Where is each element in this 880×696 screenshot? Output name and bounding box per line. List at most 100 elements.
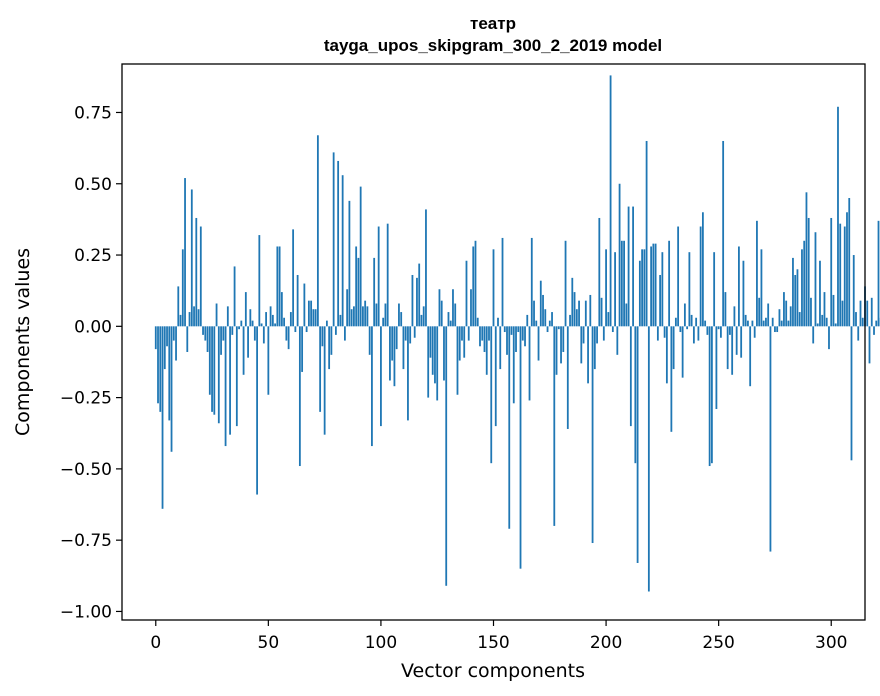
bar [620,240,623,327]
bar [566,326,569,429]
bar [409,326,412,344]
bar [382,317,385,327]
bar [681,326,684,378]
bar [334,326,337,335]
bar [285,326,288,341]
bar [704,320,707,327]
bar [787,320,790,327]
bar [762,320,765,327]
y-tick-label: 0.25 [74,246,112,266]
bar [744,314,747,327]
bar [659,274,662,327]
bar [839,223,842,327]
bar [841,300,844,327]
bar [641,249,643,327]
bar [452,289,454,327]
bar [557,326,560,330]
bar [776,326,779,333]
bar [771,317,774,327]
bar [807,217,810,327]
bar [323,326,326,435]
bar [805,192,808,327]
bar [161,326,164,509]
bar [758,297,761,327]
bar [400,312,403,327]
bar [801,249,803,327]
bar [467,326,470,341]
bar [422,306,425,327]
bar [647,326,650,592]
bar [506,326,508,355]
bar [434,326,436,384]
bar [769,326,772,552]
bar [461,326,463,341]
bar [668,240,671,327]
bar [364,300,367,327]
bar [607,312,610,327]
bar [494,326,497,427]
bar [420,314,423,327]
bar [407,326,409,421]
bar [292,229,295,327]
bar [481,326,484,341]
bar [765,317,767,327]
bar [542,294,544,327]
bar [391,326,394,361]
x-tick-label: 0 [150,633,161,653]
bar [724,292,727,327]
bar [609,75,612,327]
bar [600,297,603,327]
bar [330,326,333,355]
y-tick-label: 0.75 [74,103,112,123]
bar [873,326,875,335]
bar [548,320,551,327]
bar [823,292,826,327]
bar [262,326,265,344]
bar [515,326,517,352]
bar [357,257,360,327]
y-tick-label: −0.25 [60,389,112,409]
y-axis: −1.00 −0.75 −0.50 −0.25 0.00 0.25 0.50 0.75 [60,103,122,622]
bar [555,326,558,375]
bar [215,303,218,327]
bar [636,326,639,563]
bar [767,303,770,327]
bar [181,249,184,327]
bar [307,300,310,327]
bar [341,175,344,327]
bar [328,326,331,370]
bar [443,326,445,381]
bar [587,326,589,384]
bar [726,326,729,370]
bar [611,326,614,333]
x-tick-label: 150 [477,633,509,653]
bar [195,217,198,327]
bar [688,252,691,327]
bar [870,297,873,327]
bar [224,326,227,447]
bar [843,226,846,327]
bar [157,326,159,404]
bar [618,183,621,327]
bar [229,326,231,435]
bar [456,326,459,395]
bar [199,226,202,327]
bar [339,314,342,327]
bar [337,160,340,327]
bar [186,326,189,352]
bar [729,326,731,335]
bar [179,314,182,327]
bar [553,326,556,526]
bar [479,326,481,347]
bar [449,320,452,327]
bar [175,326,177,361]
bar [418,263,421,327]
bar [163,326,166,370]
bar [578,300,580,327]
bar [623,240,625,327]
bar [778,309,781,327]
bar [834,323,837,327]
bar [319,326,322,412]
bar [447,312,450,327]
bar [528,326,531,401]
